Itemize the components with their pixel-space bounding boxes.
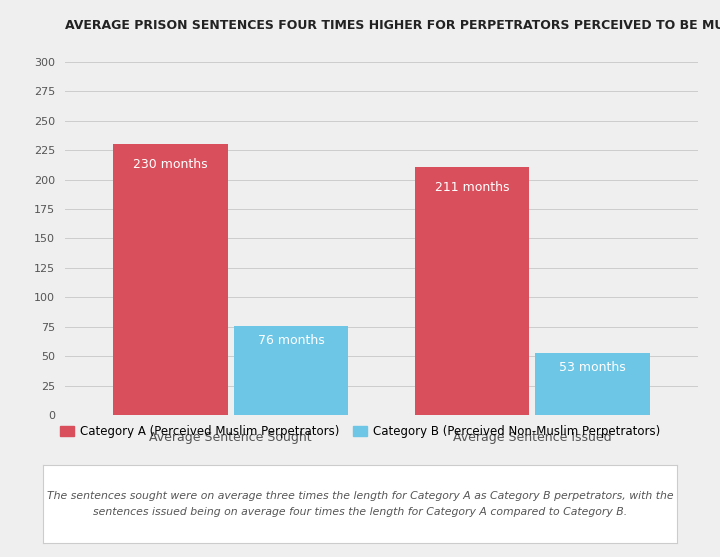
Text: The sentences sought were on average three times the length for Category A as Ca: The sentences sought were on average thr… xyxy=(47,491,673,517)
Text: AVERAGE PRISON SENTENCES FOUR TIMES HIGHER FOR PERPETRATORS PERCEIVED TO BE MUSL: AVERAGE PRISON SENTENCES FOUR TIMES HIGH… xyxy=(65,19,720,32)
Text: 230 months: 230 months xyxy=(133,158,207,172)
Text: 53 months: 53 months xyxy=(559,361,626,374)
Bar xyxy=(536,353,650,415)
Bar xyxy=(234,325,348,415)
Text: 76 months: 76 months xyxy=(258,334,325,347)
Text: 211 months: 211 months xyxy=(435,181,509,194)
Legend: Category A (Perceived Muslim Perpetrators), Category B (Perceived Non-Muslim Per: Category A (Perceived Muslim Perpetrator… xyxy=(55,420,665,442)
Bar xyxy=(113,144,228,415)
Bar xyxy=(415,167,529,415)
